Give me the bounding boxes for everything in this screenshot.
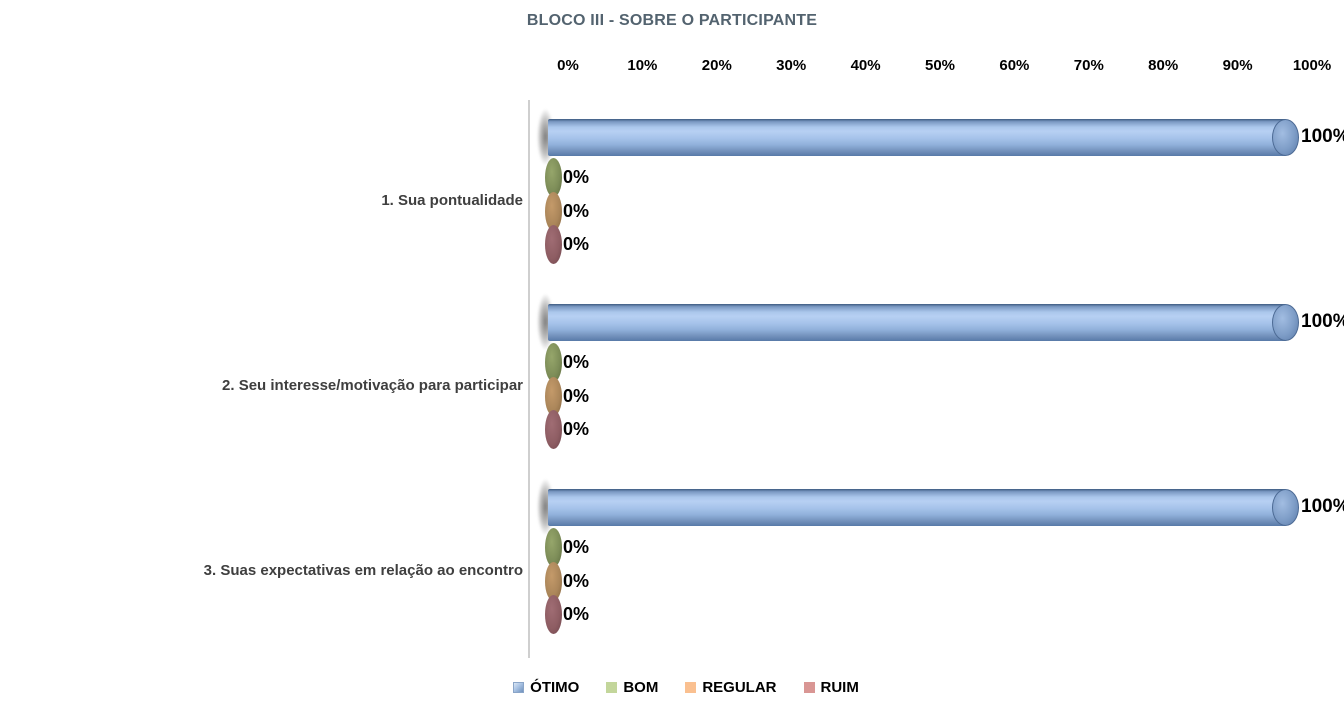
legend: ÓTIMO BOM REGULAR RUIM bbox=[14, 679, 1344, 696]
bar-regular-zero bbox=[545, 561, 562, 601]
bar-end-cap bbox=[1272, 119, 1299, 156]
category-label: 3. Suas expectativas em relação ao encon… bbox=[203, 562, 523, 579]
bar-otimo bbox=[548, 489, 1285, 526]
x-axis-tick-label: 50% bbox=[924, 57, 956, 74]
data-label: 0% bbox=[563, 234, 590, 254]
bar-bom-zero bbox=[545, 343, 562, 382]
legend-item-regular: REGULAR bbox=[685, 679, 777, 696]
bar-end-cap bbox=[1272, 304, 1299, 341]
x-axis-tick-label: 100% bbox=[1292, 57, 1332, 74]
x-axis-tick-label: 30% bbox=[776, 57, 807, 74]
legend-marker-icon bbox=[606, 682, 618, 693]
bar-bom-zero bbox=[545, 158, 562, 197]
legend-label: REGULAR bbox=[702, 679, 777, 696]
data-label: 0% bbox=[563, 385, 590, 406]
legend-label: ÓTIMO bbox=[530, 679, 580, 696]
x-axis-tick-label: 10% bbox=[627, 57, 658, 74]
legend-marker-icon bbox=[685, 682, 697, 693]
chart-title: BLOCO III - SOBRE O PARTICIPANTE bbox=[526, 12, 818, 29]
data-label: 0% bbox=[563, 604, 590, 624]
data-label: 0% bbox=[563, 570, 590, 591]
data-label: 100% bbox=[1301, 311, 1344, 332]
data-label: 0% bbox=[563, 200, 590, 221]
legend-label: RUIM bbox=[820, 679, 859, 696]
x-axis-tick-label: 20% bbox=[701, 57, 732, 74]
bar-ruim-zero bbox=[545, 410, 562, 449]
data-label: 100% bbox=[1301, 496, 1344, 517]
x-axis-tick-label: 40% bbox=[850, 57, 881, 74]
category-label: 1. Sua pontualidade bbox=[381, 192, 523, 209]
legend-item-bom: BOM bbox=[606, 679, 658, 696]
x-axis-tick-label: 70% bbox=[1073, 57, 1104, 74]
legend-marker-icon bbox=[803, 682, 815, 693]
legend-label: BOM bbox=[623, 679, 659, 696]
bar-end-cap bbox=[1272, 489, 1299, 526]
legend-marker-icon bbox=[513, 682, 525, 693]
legend-item-ótimo: ÓTIMO bbox=[513, 679, 579, 696]
x-axis-tick-label: 80% bbox=[1148, 57, 1179, 74]
data-label: 0% bbox=[563, 419, 590, 439]
bar-bom-zero bbox=[545, 528, 562, 567]
bar-otimo bbox=[548, 119, 1285, 156]
bar-regular-zero bbox=[545, 191, 562, 231]
data-label: 100% bbox=[1301, 126, 1344, 147]
legend-item-ruim: RUIM bbox=[803, 679, 859, 696]
x-axis-tick-label: 90% bbox=[1222, 57, 1253, 74]
data-label: 0% bbox=[563, 167, 590, 187]
bar-otimo bbox=[548, 304, 1285, 341]
x-axis-tick-label: 0% bbox=[557, 57, 579, 74]
category-axis-line bbox=[528, 100, 530, 658]
data-label: 0% bbox=[563, 352, 590, 372]
x-axis-tick-label: 60% bbox=[999, 57, 1030, 74]
bar-ruim-zero bbox=[545, 225, 562, 264]
bar-ruim-zero bbox=[545, 595, 562, 634]
data-label: 0% bbox=[563, 537, 590, 557]
bar-regular-zero bbox=[545, 376, 562, 416]
category-label: 2. Seu interesse/motivação para particip… bbox=[222, 377, 523, 394]
